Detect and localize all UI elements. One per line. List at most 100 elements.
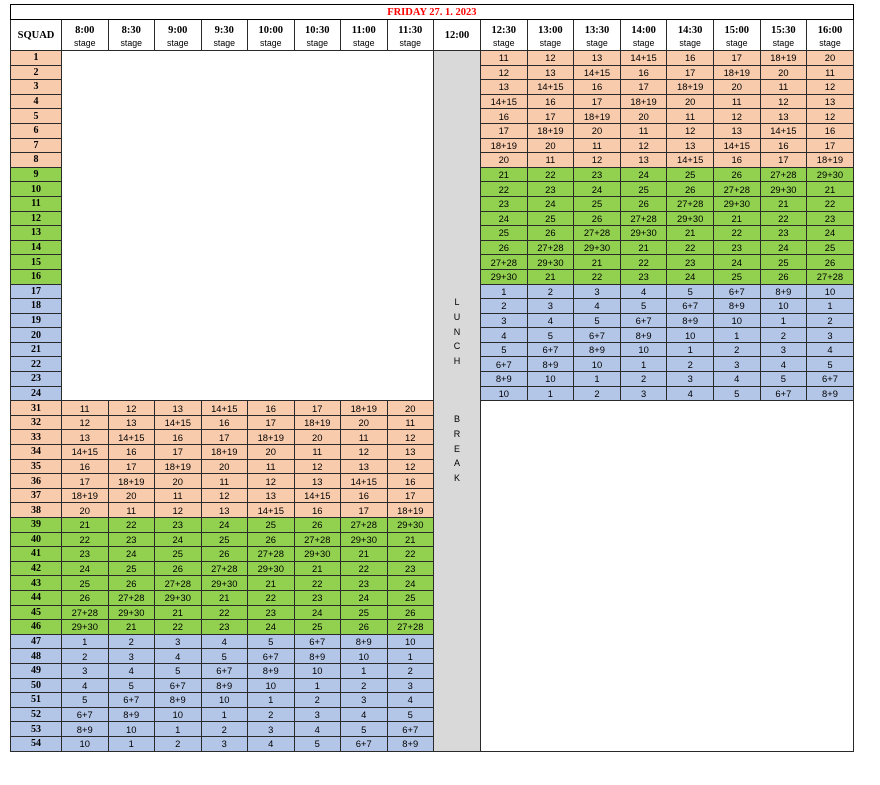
stage-cell: 21 (247, 575, 295, 591)
stage-cell: 17 (712, 50, 761, 66)
stage-cell: 18+19 (573, 108, 621, 124)
stage-cell: 6+7 (107, 692, 155, 708)
stage-cell: 23 (619, 268, 668, 285)
stage-cell: 27+28 (806, 268, 854, 285)
stage-cell: 22 (200, 604, 248, 621)
stage-cell: 24 (293, 604, 341, 621)
stage-cell: 10 (573, 356, 621, 373)
stage-cell: 21 (61, 517, 109, 533)
stage-cell: 17 (340, 502, 388, 518)
stage-cell: 22 (386, 546, 434, 562)
squad-number: 13 (10, 225, 62, 241)
lunch-letter: A (453, 458, 460, 469)
stage-label: stage (200, 37, 248, 51)
stage-cell: 23 (200, 619, 248, 635)
stage-cell: 11 (340, 429, 388, 446)
stage-cell: 1 (712, 327, 761, 343)
stage-cell: 10 (666, 327, 714, 343)
stage-cell: 18+19 (107, 473, 155, 489)
stage-cell: 16 (61, 458, 109, 475)
squad-number: 19 (10, 312, 62, 329)
stage-cell: 5 (759, 371, 808, 387)
stage-cell: 8+9 (200, 677, 248, 694)
stage-cell: 1 (154, 721, 202, 737)
stage-cell: 24 (480, 210, 528, 227)
stage-cell: 12 (573, 152, 621, 168)
stage-cell: 13 (154, 400, 202, 416)
empty-morning-block (61, 49, 434, 402)
stage-cell: 10 (386, 633, 434, 650)
table-row: 47 1 2 3 4 5 6+7 8+9 10 (10, 633, 854, 650)
table-row: 19 3 4 5 6+7 8+9 10 1 2 (10, 312, 854, 329)
stage-cell: 16 (154, 429, 202, 446)
squad-number: 18 (10, 298, 62, 314)
stage-cell: 6+7 (293, 633, 341, 650)
squad-number: 49 (10, 662, 62, 679)
stage-cell: 18+19 (340, 400, 388, 416)
table-row: 8 20 11 12 13 14+15 16 17 18+19 (10, 152, 854, 168)
time-header: 12:30 (480, 19, 528, 37)
stage-cell: 13 (340, 458, 388, 475)
stage-cell: 8+9 (666, 312, 714, 329)
squad-number: 8 (10, 152, 62, 168)
stage-cell: 29+30 (480, 268, 528, 285)
stage-cell: 26 (759, 268, 808, 285)
stage-cell: 18+19 (200, 444, 248, 460)
stage-cell: 27+28 (712, 181, 761, 197)
stage-cell: 12 (526, 50, 575, 66)
stage-cell: 1 (573, 371, 621, 387)
stage-cell: 1 (107, 735, 155, 752)
stage-cell: 21 (386, 531, 434, 548)
stage-cell: 3 (666, 371, 714, 387)
stage-cell: 17 (200, 429, 248, 446)
table-row: 1 L U N C H B R E A K 11 12 13 14+15 16 17 18+19 20 (10, 49, 854, 752)
stage-cell: 11 (526, 152, 575, 168)
table-row: 52 6+7 8+9 10 1 2 3 4 5 (10, 706, 854, 723)
stage-cell: 8+9 (712, 298, 761, 314)
table-row: 41 23 24 25 26 27+28 29+30 21 22 (10, 546, 854, 562)
stage-cell: 29+30 (61, 619, 109, 635)
stage-label: stage (526, 37, 575, 51)
stage-cell: 16 (293, 502, 341, 518)
stage-cell: 10 (154, 706, 202, 723)
stage-cell: 21 (666, 225, 714, 241)
stage-cell: 18+19 (293, 414, 341, 431)
stage-cell: 20 (107, 487, 155, 504)
stage-cell: 18+19 (759, 50, 808, 66)
time-header: 11:00 (340, 19, 388, 37)
stage-cell: 1 (666, 341, 714, 358)
table-row: 4 14+15 16 17 18+19 20 11 12 13 (10, 93, 854, 110)
stage-cell: 8+9 (293, 648, 341, 664)
stage-cell: 12 (340, 444, 388, 460)
stage-cell: 29+30 (573, 239, 621, 256)
stage-cell: 3 (806, 327, 854, 343)
stage-cell: 2 (712, 341, 761, 358)
stage-cell: 5 (200, 648, 248, 664)
stage-cell: 16 (806, 122, 854, 139)
stage-cell: 4 (61, 677, 109, 694)
stage-cell: 18+19 (712, 64, 761, 81)
stage-cell: 12 (293, 458, 341, 475)
stage-cell: 8+9 (340, 633, 388, 650)
stage-cell: 2 (759, 327, 808, 343)
stage-cell: 1 (200, 706, 248, 723)
stage-cell: 20 (712, 79, 761, 95)
stage-cell: 3 (200, 735, 248, 752)
stage-cell: 3 (154, 633, 202, 650)
stage-cell: 3 (480, 312, 528, 329)
stage-cell: 3 (293, 706, 341, 723)
stage-cell: 23 (61, 546, 109, 562)
stage-cell: 24 (61, 560, 109, 577)
stage-cell: 11 (61, 400, 109, 416)
stage-cell: 24 (806, 225, 854, 241)
stage-cell: 2 (154, 735, 202, 752)
squad-number: 48 (10, 648, 62, 664)
stage-cell: 13 (806, 93, 854, 110)
squad-number: 17 (10, 283, 62, 300)
stage-cell: 29+30 (759, 181, 808, 197)
stage-cell: 14+15 (154, 414, 202, 431)
time-header: 15:00 (712, 19, 761, 37)
stage-cell: 27+28 (573, 225, 621, 241)
stage-cell: 22 (293, 575, 341, 591)
stage-cell: 17 (526, 108, 575, 124)
